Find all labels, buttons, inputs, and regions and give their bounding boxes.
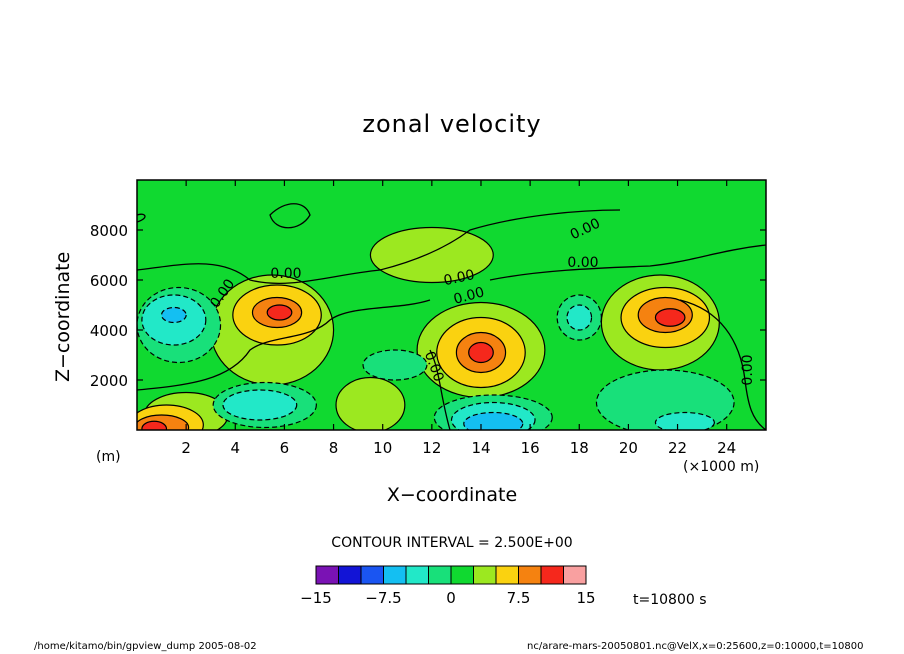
negative-zone-mid	[362, 349, 428, 381]
x-tick-label: 10	[373, 439, 392, 457]
x-tick-label: 22	[668, 439, 687, 457]
x-tick-label: 18	[570, 439, 589, 457]
footer-left: /home/kitamo/bin/gpview_dump 2005-08-02	[34, 641, 257, 652]
x-tick-label: 24	[717, 439, 736, 457]
x-tick-label: 8	[329, 439, 339, 457]
x-tick-label: 6	[280, 439, 290, 457]
colorbar-swatch	[495, 565, 519, 585]
zero-contour-line	[137, 213, 146, 223]
colorbar-swatch	[405, 565, 429, 585]
positive-peak-center	[468, 341, 494, 364]
colorbar-swatch	[518, 565, 542, 585]
footer-right: nc/arare-mars-20050801.nc@VelX,x=0:25600…	[527, 641, 864, 652]
y-tick-label: 8000	[90, 222, 128, 240]
colorbar-swatch	[383, 565, 407, 585]
x-tick-label: 12	[422, 439, 441, 457]
contour-interval-label: CONTOUR INTERVAL = 2.500E+00	[331, 535, 573, 551]
colorbar-tick-label: 7.5	[507, 589, 531, 607]
contour-value-label: 0.00	[567, 255, 598, 271]
colorbar-swatch	[338, 565, 362, 585]
zero-contour-line	[269, 203, 311, 229]
zero-contour-line	[429, 349, 451, 430]
zero-contour-line	[679, 299, 766, 430]
colorbar-tick-label: −7.5	[365, 589, 401, 607]
chart-title: zonal velocity	[362, 110, 542, 138]
colorbar-swatch	[315, 565, 339, 585]
x-unit-label: (×1000 m)	[683, 459, 760, 475]
colorbar-tick-label: −15	[300, 589, 332, 607]
y-tick-label: 2000	[90, 372, 128, 390]
contour-value-label: 0.00	[270, 266, 301, 282]
positive-peak-right	[654, 308, 686, 327]
colorbar-swatch	[473, 565, 497, 585]
y-tick-label: 6000	[90, 272, 128, 290]
zero-contour-line	[137, 209, 621, 285]
colorbar-swatch	[563, 565, 587, 585]
positive-peak-bottom-left	[141, 420, 168, 430]
colorbar-swatch	[450, 565, 474, 585]
x-tick-label: 14	[471, 439, 490, 457]
zero-contour-line	[137, 299, 431, 391]
contour-value-label: 0.00	[442, 267, 476, 289]
colorbar-tick-label: 0	[446, 589, 456, 607]
negative-core-left	[160, 306, 187, 324]
x-tick-label: 20	[619, 439, 638, 457]
y-axis-title: Z−coordinate	[52, 251, 74, 382]
x-tick-label: 16	[521, 439, 540, 457]
positive-zone-lower	[335, 376, 406, 430]
zero-contour-line	[489, 244, 766, 281]
x-tick-label: 2	[181, 439, 191, 457]
negative-core-bottom-center	[463, 411, 524, 430]
contour-value-label: 0.00	[452, 284, 486, 308]
positive-peak-left	[266, 304, 293, 321]
colorbar-tick-label: 15	[576, 589, 595, 607]
negative-zone-lower-left	[222, 389, 298, 421]
negative-core-right-mid	[566, 304, 593, 331]
colorbar-swatch	[360, 565, 384, 585]
y-unit-label: (m)	[96, 449, 121, 465]
negative-core-lower-right	[654, 411, 715, 430]
plot-frame	[136, 179, 767, 431]
x-axis-title: X−coordinate	[386, 484, 518, 506]
time-label: t=10800 s	[633, 592, 707, 608]
colorbar-swatch	[540, 565, 564, 585]
y-tick-label: 4000	[90, 322, 128, 340]
x-tick-label: 4	[231, 439, 241, 457]
colorbar-swatch	[428, 565, 452, 585]
weak-positive-band	[369, 226, 494, 284]
contour-value-label: 0.00	[740, 354, 756, 385]
